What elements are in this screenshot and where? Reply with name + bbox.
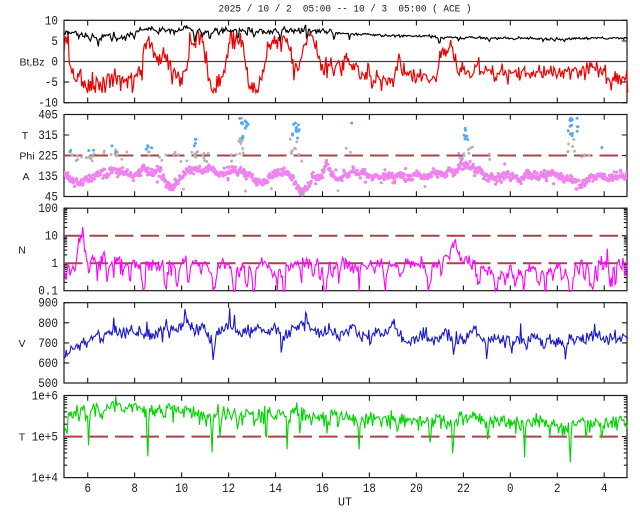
svg-text:8: 8 — [131, 481, 138, 496]
svg-text:100: 100 — [38, 202, 58, 216]
svg-text:Phi: Phi — [19, 151, 34, 163]
svg-text:225: 225 — [38, 150, 58, 164]
svg-text:Bt,Bz: Bt,Bz — [19, 57, 44, 69]
svg-text:10: 10 — [45, 14, 58, 28]
svg-text:4: 4 — [601, 481, 608, 496]
svg-text:16: 16 — [316, 481, 329, 496]
svg-text:700: 700 — [38, 337, 58, 351]
svg-text:1e+4: 1e+4 — [32, 472, 58, 486]
svg-text:10: 10 — [45, 230, 58, 244]
svg-text:45: 45 — [45, 191, 58, 205]
svg-text:500: 500 — [38, 377, 58, 391]
svg-text:800: 800 — [38, 317, 58, 331]
svg-text:1e+6: 1e+6 — [32, 390, 58, 404]
svg-text:0: 0 — [51, 56, 58, 70]
svg-text:12: 12 — [222, 481, 235, 496]
svg-text:-10: -10 — [38, 97, 58, 111]
svg-text:N: N — [18, 244, 26, 256]
svg-text:2: 2 — [554, 481, 561, 496]
svg-text:T: T — [19, 432, 26, 444]
svg-text:6: 6 — [84, 481, 91, 496]
svg-text:14: 14 — [269, 481, 282, 496]
svg-text:22: 22 — [457, 481, 470, 496]
svg-text:10: 10 — [175, 481, 188, 496]
svg-text:0.1: 0.1 — [38, 285, 58, 299]
svg-text:5: 5 — [51, 35, 58, 49]
svg-text:1: 1 — [51, 257, 58, 271]
svg-text:UT: UT — [338, 496, 352, 510]
svg-text:315: 315 — [38, 129, 58, 143]
svg-text:-5: -5 — [45, 76, 58, 90]
svg-text:600: 600 — [38, 357, 58, 371]
svg-text:405: 405 — [38, 109, 58, 123]
svg-text:135: 135 — [38, 170, 58, 184]
svg-text:2025 / 10 / 2 05:00 -- 10 / 3: 2025 / 10 / 2 05:00 -- 10 / 3 05:00 ( AC… — [219, 3, 472, 14]
svg-text:V: V — [18, 338, 25, 350]
svg-text:0: 0 — [507, 481, 514, 496]
svg-text:T: T — [22, 130, 29, 142]
svg-text:18: 18 — [363, 481, 376, 496]
svg-text:A: A — [22, 171, 29, 183]
svg-text:1e+5: 1e+5 — [32, 431, 58, 445]
svg-text:20: 20 — [410, 481, 423, 496]
svg-text:900: 900 — [38, 297, 58, 311]
